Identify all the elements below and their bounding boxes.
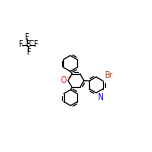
Text: +: + bbox=[67, 75, 72, 80]
Text: Br: Br bbox=[104, 71, 112, 80]
Text: F: F bbox=[33, 40, 38, 49]
Text: F: F bbox=[19, 40, 23, 49]
Text: −: − bbox=[28, 38, 34, 45]
Text: F: F bbox=[26, 48, 30, 57]
Text: F: F bbox=[25, 33, 29, 42]
Text: O: O bbox=[61, 76, 67, 85]
Text: B: B bbox=[26, 40, 31, 49]
Text: N: N bbox=[97, 93, 103, 102]
